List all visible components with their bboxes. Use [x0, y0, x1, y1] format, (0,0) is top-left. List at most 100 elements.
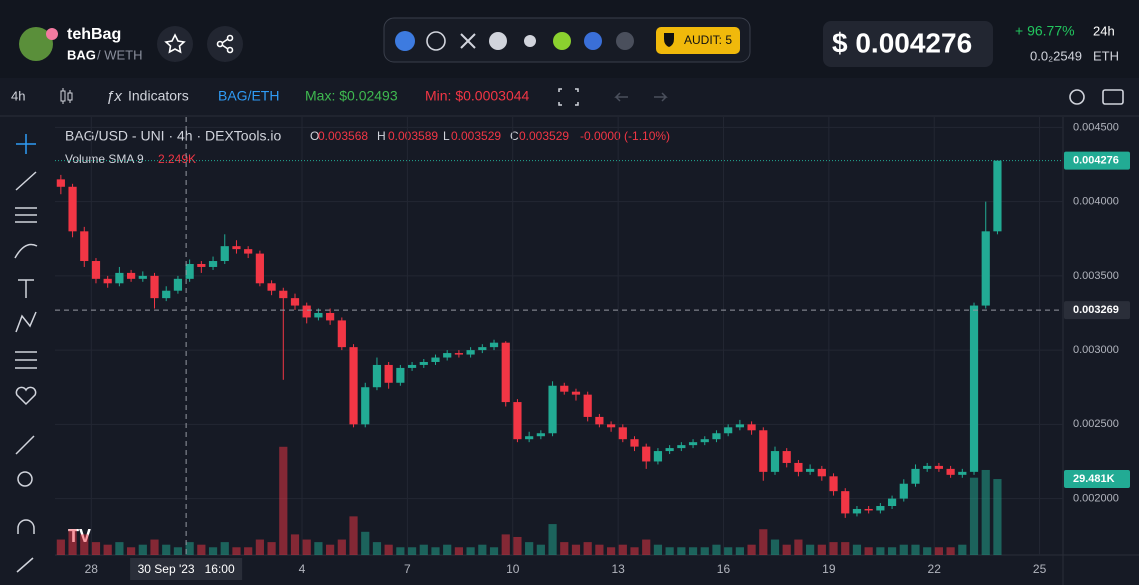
- favorite-button[interactable]: [157, 26, 193, 62]
- tool-line[interactable]: [15, 171, 37, 191]
- icon-dextools[interactable]: [395, 31, 415, 51]
- volume-bar: [337, 539, 346, 555]
- volume-bar: [911, 544, 920, 555]
- candle-body: [244, 249, 253, 254]
- tool-lock[interactable]: [16, 557, 34, 573]
- timeframe[interactable]: 4h: [11, 88, 25, 103]
- volume-bar: [653, 544, 663, 555]
- candle-body: [372, 364, 382, 388]
- tool-zoom[interactable]: [17, 471, 33, 487]
- volume-bar: [267, 542, 276, 555]
- volume-bar: [244, 547, 253, 555]
- volume-bar: [302, 539, 311, 555]
- tool-pattern[interactable]: [15, 311, 37, 333]
- volume-bar: [361, 531, 370, 555]
- y-tick-label: 0.003500: [1073, 270, 1119, 282]
- candle-body: [677, 445, 686, 449]
- candle-body: [817, 468, 826, 477]
- volume-bar: [724, 547, 733, 555]
- candle-body: [583, 394, 592, 417]
- candle-body: [934, 465, 943, 469]
- candle-body: [267, 283, 276, 291]
- candle-body: [173, 278, 183, 291]
- x-tick-label: 19: [822, 562, 836, 576]
- crosshair-price-tag: [1064, 301, 1130, 320]
- legend-key: O: [310, 129, 319, 143]
- volume-bar: [513, 536, 522, 555]
- legend-key: H: [377, 129, 386, 143]
- volume-bar: [770, 539, 780, 555]
- volume-bar: [232, 547, 241, 555]
- snapshot-icon[interactable]: [1102, 89, 1124, 105]
- indicators-button[interactable]: Indicators: [128, 88, 189, 104]
- y-tick-label: 0.004000: [1073, 196, 1119, 208]
- candle-body: [501, 342, 510, 403]
- fullscreen-icon[interactable]: [558, 88, 579, 106]
- volume-bar: [443, 544, 452, 555]
- chart-title: BAG/USD - UNI · 4h · DEXTools.io: [65, 128, 281, 144]
- volume-bar: [887, 547, 897, 555]
- volume-bar: [548, 524, 557, 555]
- audit-badge[interactable]: [656, 27, 740, 54]
- volume-bar: [162, 544, 171, 555]
- token-avatar: [19, 27, 53, 61]
- current-price-label: 0.004276: [1073, 155, 1119, 167]
- tool-fib[interactable]: [15, 207, 37, 223]
- volume-bar: [314, 542, 323, 555]
- icon-x[interactable]: [460, 33, 476, 49]
- x-tick-label: 10: [506, 562, 520, 576]
- volume-bar: [864, 547, 873, 555]
- candle-body: [536, 433, 545, 437]
- volume-bar: [946, 547, 955, 555]
- volume-bar: [419, 544, 428, 555]
- tool-brush[interactable]: [14, 243, 38, 259]
- candle-body: [981, 231, 990, 306]
- volume-bar: [103, 544, 112, 555]
- icon-telegram[interactable]: [489, 32, 507, 50]
- tool-favorites[interactable]: [15, 386, 37, 406]
- icon-cmc[interactable]: [584, 32, 602, 50]
- icon-web[interactable]: [426, 31, 446, 51]
- legend-value: 0.003529: [451, 129, 501, 143]
- candle-body: [454, 353, 463, 355]
- candle-type-icon[interactable]: [60, 88, 73, 104]
- tool-prediction[interactable]: [15, 351, 37, 369]
- undo-redo[interactable]: [614, 92, 668, 102]
- volume-bar: [829, 542, 838, 555]
- volume-bar: [185, 542, 194, 555]
- tool-text[interactable]: [18, 279, 34, 298]
- candle-body: [876, 506, 885, 511]
- volume-bar: [56, 539, 65, 555]
- candle-body: [852, 508, 862, 514]
- candle-body: [127, 272, 136, 279]
- icon-medium[interactable]: [524, 35, 536, 47]
- candle-body: [91, 261, 101, 279]
- volume-bar: [841, 542, 850, 555]
- tool-crosshair[interactable]: [16, 134, 36, 154]
- min-price: Min: $0.0003044: [425, 88, 530, 104]
- candle-body: [712, 433, 721, 440]
- y-tick-label: 0.002000: [1073, 492, 1119, 504]
- pair-base: BAG: [67, 47, 96, 62]
- tool-ruler[interactable]: [15, 435, 35, 455]
- icon-more[interactable]: [616, 32, 634, 50]
- volume-bar: [407, 547, 417, 555]
- volume-bar: [279, 446, 288, 555]
- icon-coingecko[interactable]: [553, 32, 571, 50]
- volume-bar: [852, 544, 862, 555]
- volume-bar: [560, 542, 569, 555]
- legend-key: L: [443, 129, 450, 143]
- share-button[interactable]: [207, 26, 243, 62]
- tool-magnet[interactable]: [17, 519, 35, 534]
- volume-bar: [993, 479, 1002, 555]
- candle-body: [138, 275, 147, 279]
- candle-body: [279, 290, 288, 299]
- x-tick-label: 28: [85, 562, 99, 576]
- pair-switch[interactable]: BAG/ETH: [218, 88, 279, 104]
- volume-bar: [127, 547, 136, 555]
- candle-body: [770, 451, 780, 472]
- volume-bar: [91, 542, 101, 555]
- settings-icon[interactable]: [1069, 89, 1085, 105]
